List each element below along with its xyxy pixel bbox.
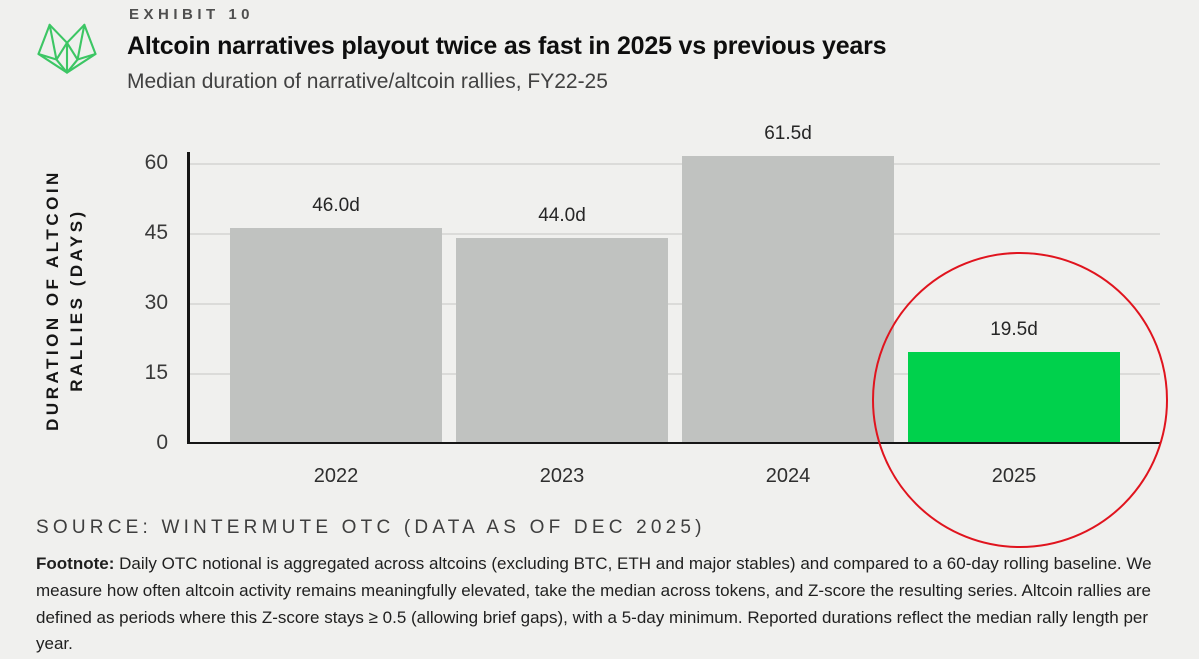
wintermute-logo-icon <box>37 23 97 74</box>
y-tick-30: 30 <box>144 291 168 314</box>
y-axis-line <box>187 152 190 444</box>
y-tick-15: 15 <box>144 361 168 384</box>
gridline-45 <box>188 233 1160 235</box>
gridline-60 <box>188 163 1160 165</box>
gridline-30 <box>188 303 1160 305</box>
x-tick-2023: 2023 <box>539 465 585 487</box>
y-tick-0: 0 <box>156 431 168 454</box>
bar-value-label-2025: 19.5d <box>990 319 1038 340</box>
plot-area: 46.0d 2022 44.0d 2023 61.5d 2024 19.5d 2025 <box>188 123 1160 487</box>
y-tick-60: 60 <box>144 151 168 174</box>
footnote: Footnote: Daily OTC notional is aggregat… <box>36 551 1176 658</box>
x-tick-2022: 2022 <box>313 465 359 487</box>
page-subtitle: Median duration of narrative/altcoin ral… <box>127 70 608 93</box>
y-tick-45: 45 <box>144 221 168 244</box>
page-title: Altcoin narratives playout twice as fast… <box>127 32 887 60</box>
footnote-label: Footnote: <box>36 554 115 573</box>
bar-value-label-2024: 61.5d <box>764 123 812 144</box>
bar-value-label-2022: 46.0d <box>312 195 360 217</box>
y-axis-title-line2: RALLIES (DAYS) <box>67 208 86 392</box>
exhibit-label: EXHIBIT 10 <box>129 6 255 23</box>
footnote-text: Daily OTC notional is aggregated across … <box>36 554 1152 654</box>
gridline-15 <box>188 373 1160 375</box>
bar-2024 <box>682 156 894 443</box>
x-tick-2025: 2025 <box>991 465 1037 487</box>
y-axis-title: DURATION OF ALTCOIN RALLIES (DAYS) <box>41 139 89 461</box>
bar-2025 <box>908 352 1120 443</box>
bar-2023 <box>456 237 668 443</box>
x-tick-2024: 2024 <box>765 465 811 487</box>
source-line: SOURCE: WINTERMUTE OTC (DATA AS OF DEC 2… <box>36 517 706 538</box>
bar-value-label-2023: 44.0d <box>538 204 586 226</box>
y-axis-title-line1: DURATION OF ALTCOIN <box>43 169 62 431</box>
bar-2022 <box>230 228 442 443</box>
x-axis-line <box>187 441 1160 444</box>
